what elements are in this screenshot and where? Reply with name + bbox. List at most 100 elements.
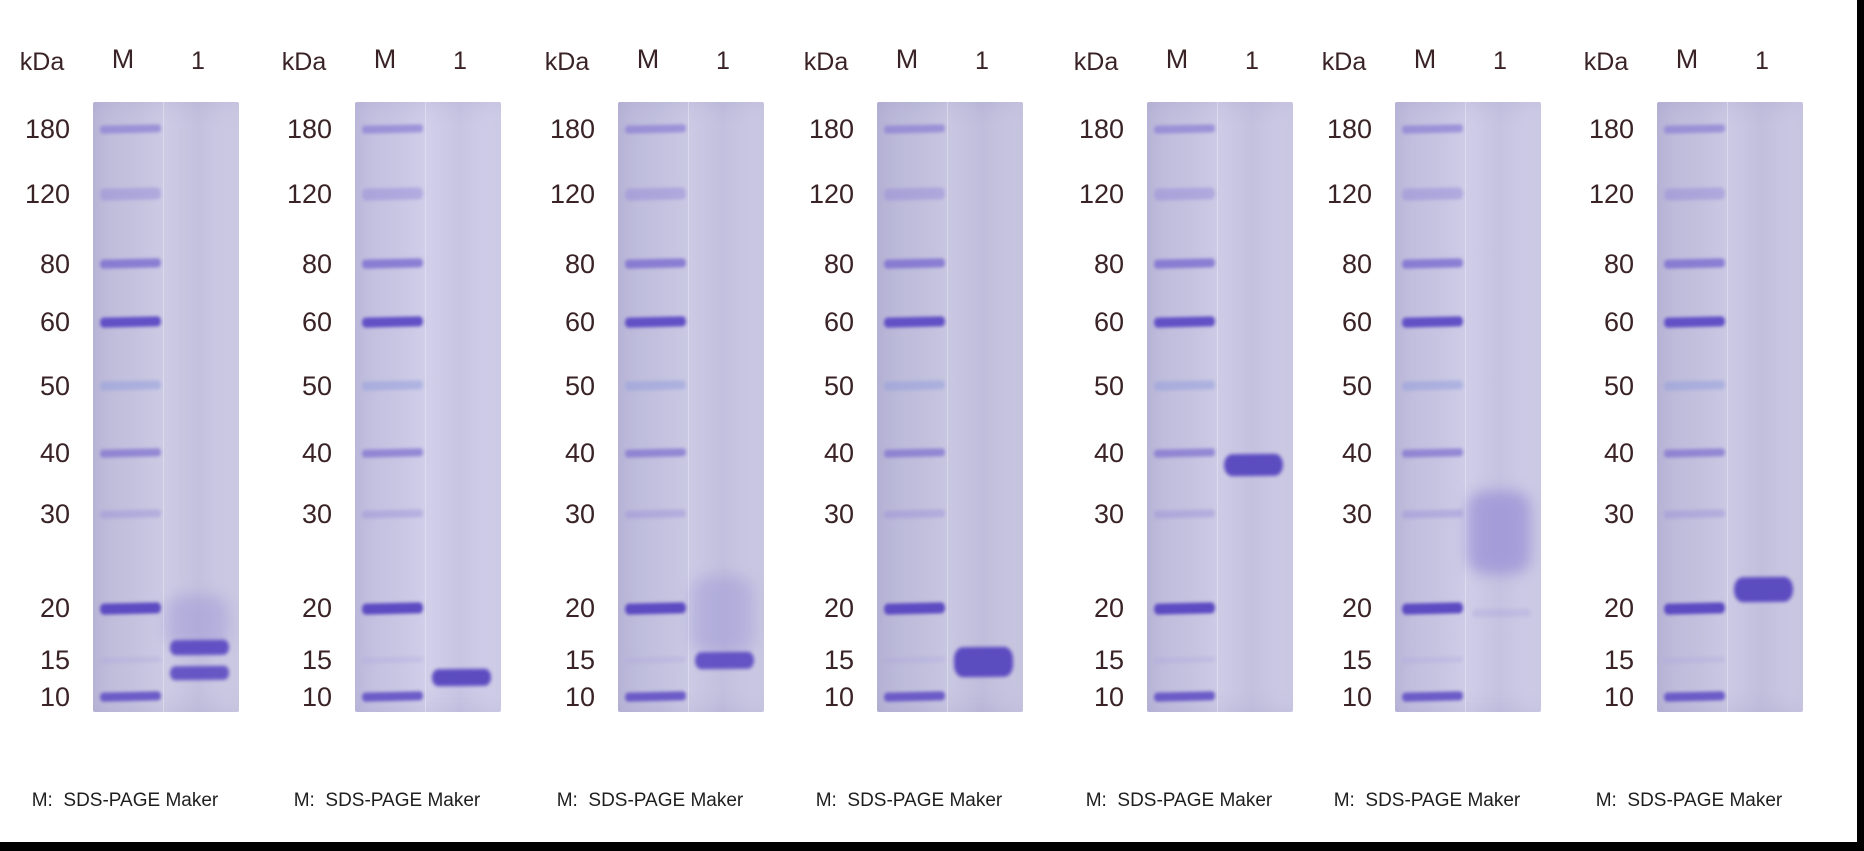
ladder-label-120kda: 120	[808, 178, 854, 209]
ladder-label-80kda: 80	[564, 248, 595, 279]
sample-lane-header: 1	[975, 47, 989, 75]
sample-band-14.7kda	[953, 647, 1014, 678]
ladder-label-120kda: 120	[1078, 178, 1124, 209]
marker-lane-header: M	[895, 44, 919, 74]
ladder-label-30kda: 30	[301, 498, 332, 529]
marker-band-40kda	[1663, 448, 1726, 458]
marker-band-40kda	[99, 448, 162, 458]
marker-band-40kda	[624, 448, 687, 458]
lane-seam	[1465, 102, 1466, 712]
marker-band-60kda	[883, 315, 946, 328]
gel-panel: kDa M 1 M: SDS-PAGE Maker Lane 1: A29L (…	[0, 0, 262, 811]
ladder-label-120kda: 120	[24, 178, 70, 209]
marker-band-60kda	[361, 315, 424, 328]
ladder-label-10kda: 10	[823, 681, 854, 712]
ladder-label-10kda: 10	[1093, 681, 1124, 712]
marker-band-50kda	[1153, 380, 1216, 391]
gel-image	[93, 102, 239, 712]
marker-band-120kda	[624, 186, 687, 201]
ladder-label-60kda: 60	[564, 306, 595, 337]
panel-caption: M: SDS-PAGE Maker Lane 1: A35R (C1621)	[784, 736, 1034, 851]
marker-band-60kda	[1401, 315, 1464, 328]
marker-band-30kda	[361, 509, 424, 519]
ladder-label-40kda: 40	[564, 437, 595, 468]
caption-marker-line: M: SDS-PAGE Maker	[293, 790, 481, 811]
ladder-label-30kda: 30	[39, 498, 70, 529]
lane-seam	[688, 102, 689, 712]
marker-band-80kda	[361, 258, 424, 269]
marker-band-40kda	[361, 448, 424, 458]
frame-right-border	[1857, 0, 1864, 851]
ladder-label-80kda: 80	[39, 248, 70, 279]
ladder-label-60kda: 60	[1603, 306, 1634, 337]
marker-band-80kda	[1401, 258, 1464, 269]
marker-band-120kda	[883, 186, 946, 201]
marker-band-60kda	[1153, 315, 1216, 328]
ladder-label-15kda: 15	[823, 645, 854, 676]
caption-marker-line: M: SDS-PAGE Maker	[1595, 790, 1783, 811]
marker-band-120kda	[99, 186, 162, 201]
sample-band-22kda	[1733, 576, 1794, 603]
ladder-label-15kda: 15	[301, 645, 332, 676]
marker-band-10kda	[883, 691, 946, 702]
ladder-label-80kda: 80	[1603, 248, 1634, 279]
sample-lane-header: 1	[1755, 47, 1769, 75]
marker-band-20kda	[1153, 602, 1216, 615]
ladder-label-40kda: 40	[1341, 437, 1372, 468]
gel-image	[355, 102, 501, 712]
marker-band-20kda	[624, 602, 687, 615]
panel-caption: M: SDS-PAGE Maker Lane 1: M1R (C1624)	[1302, 736, 1552, 851]
ladder-label-15kda: 15	[1093, 645, 1124, 676]
kda-unit-label: kDa	[281, 48, 327, 76]
sample-band-13.3kda	[169, 665, 230, 680]
marker-band-10kda	[99, 691, 162, 702]
ladder-label-30kda: 30	[1093, 498, 1124, 529]
marker-band-80kda	[99, 258, 162, 269]
ladder-label-50kda: 50	[1603, 370, 1634, 401]
sample-lane-header: 1	[1493, 47, 1507, 75]
ladder-label-40kda: 40	[1093, 437, 1124, 468]
marker-band-120kda	[1153, 186, 1216, 201]
ladder-label-60kda: 60	[1093, 306, 1124, 337]
sample-band-15kda	[694, 651, 755, 669]
ladder-label-180kda: 180	[286, 114, 332, 145]
gel-panel: kDa M 1 M: SDS-PAGE Maker Lane 1: A29L (…	[262, 0, 524, 811]
ladder-label-120kda: 120	[549, 178, 595, 209]
ladder-label-80kda: 80	[301, 248, 332, 279]
ladder-label-10kda: 10	[301, 681, 332, 712]
ladder-label-40kda: 40	[823, 437, 854, 468]
gel-panel: kDa M 1 M: SDS-PAGE Maker Lane 1: B6R (C…	[1054, 0, 1316, 811]
lane-seam	[1217, 102, 1218, 712]
marker-band-50kda	[1663, 380, 1726, 391]
ladder-label-10kda: 10	[39, 681, 70, 712]
marker-band-50kda	[1401, 380, 1464, 391]
ladder-label-10kda: 10	[564, 681, 595, 712]
ladder-label-60kda: 60	[301, 306, 332, 337]
gel-image	[1147, 102, 1293, 712]
ladder-label-60kda: 60	[39, 306, 70, 337]
marker-band-60kda	[624, 315, 687, 328]
ladder-label-20kda: 20	[1341, 593, 1372, 624]
sample-band-38kda	[1223, 453, 1284, 477]
ladder-label-30kda: 30	[823, 498, 854, 529]
ladder-label-180kda: 180	[1326, 114, 1372, 145]
sample-smear	[165, 594, 229, 649]
ladder-label-50kda: 50	[1093, 370, 1124, 401]
marker-band-30kda	[1663, 509, 1726, 519]
ladder-label-30kda: 30	[1603, 498, 1634, 529]
ladder-label-10kda: 10	[1603, 681, 1634, 712]
frame-bottom-border	[0, 842, 1864, 851]
gel-image	[1395, 102, 1541, 712]
panel-caption: M: SDS-PAGE Maker Lane 1: A29L (C1619)	[262, 736, 512, 851]
ladder-label-80kda: 80	[823, 248, 854, 279]
marker-band-10kda	[1663, 691, 1726, 702]
sample-lane-header: 1	[453, 47, 467, 75]
kda-unit-label: kDa	[544, 48, 590, 76]
marker-band-20kda	[1663, 602, 1726, 615]
marker-band-50kda	[99, 380, 162, 391]
marker-band-80kda	[883, 258, 946, 269]
marker-band-30kda	[1153, 509, 1216, 519]
lane-seam	[163, 102, 164, 712]
caption-marker-line: M: SDS-PAGE Maker	[1085, 790, 1273, 811]
marker-band-120kda	[361, 186, 424, 201]
